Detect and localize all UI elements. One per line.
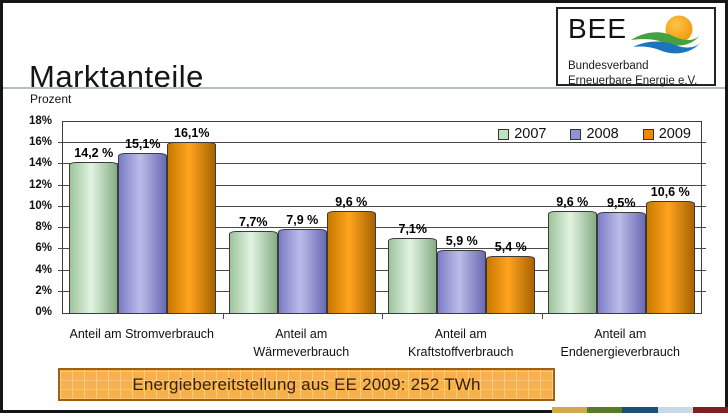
bar-value-label: 9,6 % [335, 195, 368, 210]
y-tick-label-12: 12% [28, 178, 52, 191]
bee-logo-acronym: BEE [568, 13, 628, 44]
y-tick-label-6: 6% [35, 242, 52, 255]
bar-2009-category-2: 9,6 % [326, 195, 376, 313]
chart-legend: 2007 2008 2009 [498, 124, 691, 144]
bar-2008-category-3: 5,9 % [437, 234, 487, 313]
bar-value-label: 15,1% [125, 136, 161, 151]
bar-value-label: 16,1% [174, 126, 210, 141]
legend-label-2007: 2007 [514, 126, 547, 142]
bar-value-label: 9,5% [607, 196, 636, 211]
y-tick-label-2: 2% [35, 284, 52, 297]
bar-chart-plot-area: 2007 2008 2009 14,2 % 15,1% 16,1% 7,7% 7,9 % 9,… [58, 121, 706, 319]
legend-label-2008: 2008 [586, 126, 619, 142]
title-divider [3, 87, 725, 89]
category-label-line: Anteil am Stromverbrauch [69, 327, 214, 341]
grid-line-16 [58, 142, 706, 144]
grid-line-10 [58, 205, 706, 207]
y-tick-label-8: 8% [35, 221, 52, 234]
grid-line-2 [58, 290, 706, 292]
bar-2007-category-2: 7,7% [228, 215, 278, 313]
legend-item-2007: 2007 [498, 126, 546, 142]
bar-value-label: 7,9 % [286, 213, 319, 228]
y-tick-label-14: 14% [28, 157, 52, 170]
bar-group-1: 14,2 % 15,1% 16,1% [63, 122, 223, 313]
bee-logo-org: Bundesverband Erneuerbare Energie e.V. [568, 59, 708, 89]
legend-item-2008: 2008 [570, 126, 619, 142]
bar-group-3: 7,1% 5,9 % 5,4 % [382, 122, 542, 313]
category-label-1: Anteil am Stromverbrauch [62, 325, 222, 361]
x-axis-category-labels: Anteil am Stromverbrauch Anteil am Wärmeve… [62, 325, 700, 361]
footer-strip-segment-2 [587, 407, 623, 413]
y-axis: 0% 2% 4% 6% 8% 10% 12% 14% 16% 18% [5, 115, 57, 318]
x-axis-tick-2 [382, 313, 383, 319]
legend-swatch-2008 [570, 128, 582, 140]
grid-line-4 [58, 269, 706, 271]
summary-banner: Energiebereitstellung aus EE 2009: 252 T… [58, 368, 555, 401]
category-label-line: Anteil am [434, 327, 487, 341]
bar-value-label: 14,2 % [74, 146, 114, 161]
bar-groups: 14,2 % 15,1% 16,1% 7,7% 7,9 % 9,6 % 7,1% 5,9 % 5… [63, 122, 701, 313]
bar-value-label: 5,4 % [494, 239, 527, 254]
bar-group-4: 9,6 % 9,5% 10,6 % [542, 122, 702, 313]
footer-strip-segment-1 [552, 407, 588, 413]
bar-2009-category-4: 10,6 % [645, 185, 695, 313]
y-tick-label-0: 0% [35, 306, 52, 318]
grid-line-8 [58, 227, 706, 229]
category-label-4: Anteil am Endenergieverbrauch [541, 325, 701, 361]
x-axis-tick-3 [541, 313, 543, 319]
footer-strip-segment-3 [622, 407, 658, 413]
bar-2008-category-4: 9,5% [596, 196, 646, 313]
bar-value-label: 9,6 % [556, 195, 589, 210]
category-label-line: Anteil am [594, 327, 647, 341]
sun-wave-icon [631, 15, 701, 54]
category-label-3: Anteil am Kraftstoffverbrauch [381, 325, 541, 361]
footer-strip-segment-4 [657, 407, 693, 413]
category-label-line: Kraftstoffverbrauch [408, 345, 514, 360]
bar-2007-category-3: 7,1% [388, 222, 438, 313]
y-tick-label-18: 18% [28, 115, 52, 127]
bar-2007-category-4: 9,6 % [547, 195, 597, 313]
x-axis-tick-1 [222, 313, 224, 319]
bar-2008-category-1: 15,1% [118, 137, 168, 313]
y-axis-unit-label: Prozent [30, 92, 72, 106]
page-title: Marktanteile [29, 58, 204, 94]
legend-label-2009: 2009 [658, 126, 691, 142]
footer-strip-segment-5 [692, 407, 728, 413]
bar-value-label: 10,6 % [650, 184, 690, 199]
grid-line-6 [58, 248, 706, 250]
category-label-2: Anteil am Wärmeverbrauch [222, 325, 382, 361]
bee-logo: BEE Bundesverband Erneuerbare Energie e.… [556, 7, 716, 89]
legend-swatch-2009 [642, 128, 654, 140]
category-label-line: Wärmeverbrauch [253, 345, 350, 360]
legend-item-2009: 2009 [642, 126, 691, 142]
bar-2009-category-1: 16,1% [167, 126, 217, 313]
y-tick-label-4: 4% [35, 263, 52, 276]
y-tick-label-10: 10% [28, 199, 52, 212]
grid-line-14 [58, 163, 706, 165]
y-tick-label-16: 16% [28, 136, 52, 149]
bee-logo-top: BEE [568, 14, 708, 58]
bar-2009-category-3: 5,4 % [486, 240, 536, 313]
bar-2007-category-1: 14,2 % [69, 146, 119, 313]
bar-2008-category-2: 7,9 % [277, 213, 327, 313]
category-label-line: Anteil am [275, 327, 328, 341]
bee-logo-org-line1: Bundesverband [568, 60, 649, 72]
bar-value-label: 5,9 % [445, 234, 478, 249]
bar-value-label: 7,7% [239, 215, 268, 230]
decorative-footer-strip [552, 407, 728, 413]
bar-group-2: 7,7% 7,9 % 9,6 % [223, 122, 383, 313]
bar-value-label: 7,1% [398, 221, 428, 236]
bee-logo-org-line2: Erneuerbare Energie e.V. [568, 74, 698, 87]
grid-line-12 [58, 184, 706, 186]
legend-swatch-2007 [498, 128, 510, 140]
summary-banner-text: Energiebereitstellung aus EE 2009: 252 T… [132, 374, 481, 394]
category-label-line: Endenergieverbrauch [560, 345, 681, 360]
